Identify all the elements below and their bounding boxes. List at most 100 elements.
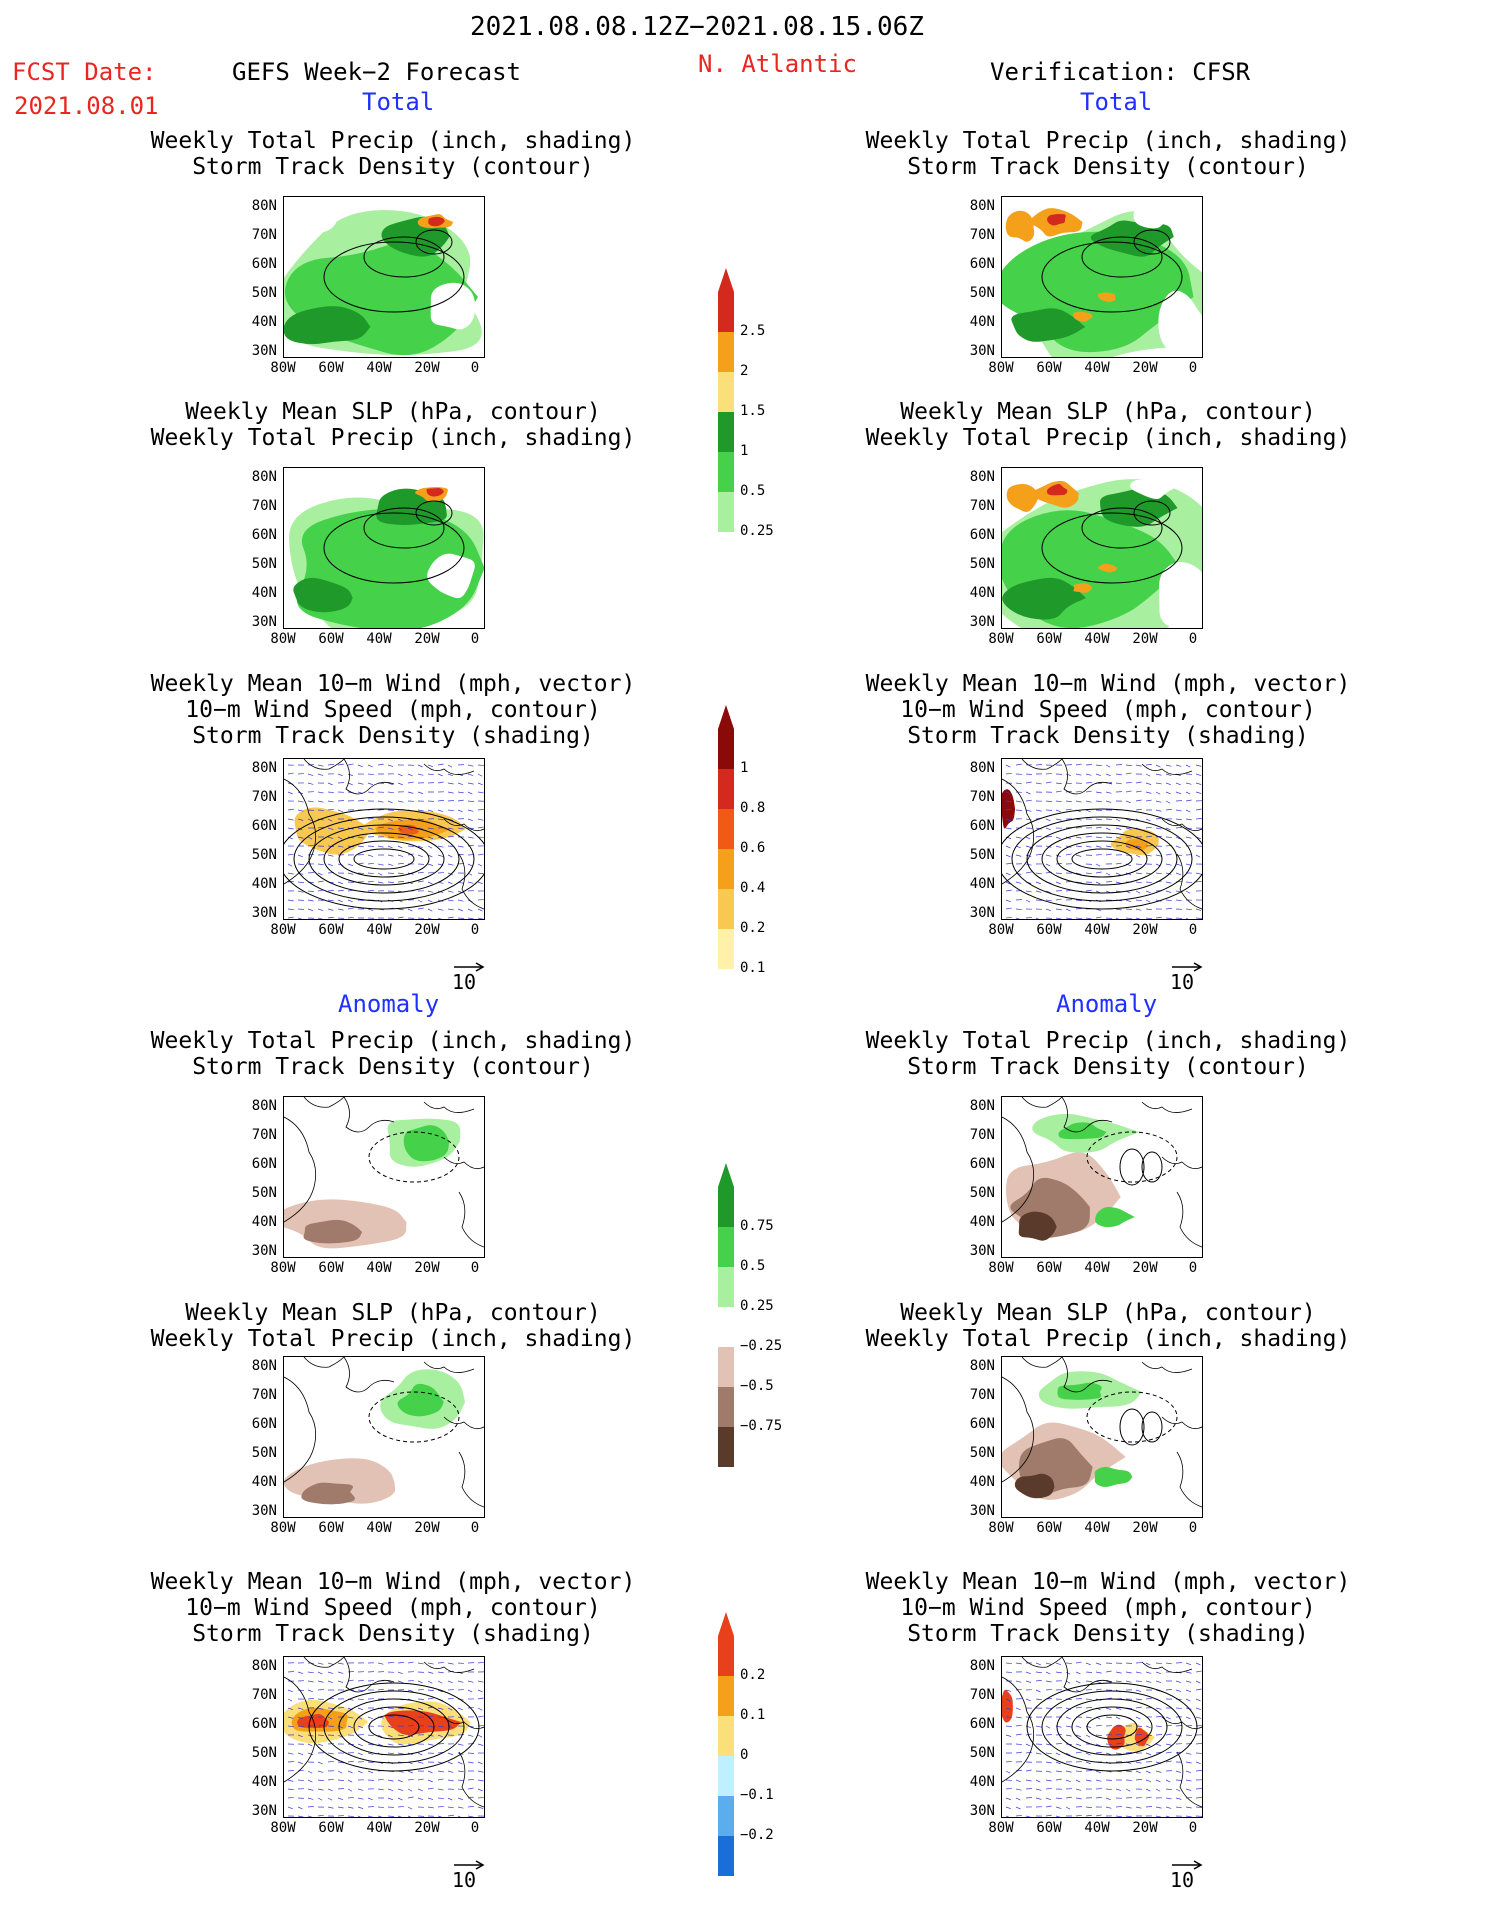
lon-tick-label: 60W xyxy=(1036,631,1062,647)
wind-vector xyxy=(1105,836,1112,838)
lat-tick-label: 50N xyxy=(251,1445,277,1461)
wind-vector xyxy=(1185,809,1191,813)
colorbar-label: 0.25 xyxy=(740,1298,774,1314)
colorbar-top-arrow xyxy=(718,268,734,292)
wind-vector xyxy=(1155,809,1162,812)
wind-vector xyxy=(337,827,344,830)
wind-vector xyxy=(1065,782,1072,785)
panel-title-line: 10−m Wind Speed (mph, contour) xyxy=(900,697,1316,723)
lon-tick-label: 40W xyxy=(366,922,392,938)
wind-vector xyxy=(457,1815,461,1817)
wind-vector xyxy=(337,881,343,885)
wind-vector xyxy=(467,881,474,884)
colorbar-segment xyxy=(718,849,734,889)
wind-vector xyxy=(1085,782,1092,784)
wind-vector xyxy=(477,782,483,786)
colorbar-top-arrow xyxy=(718,705,734,729)
forecast-title: GEFS Week−2 Forecast xyxy=(232,58,521,86)
wind-vector xyxy=(1155,1725,1162,1728)
wind-vector xyxy=(1125,1815,1132,1817)
wind-vector xyxy=(1045,800,1052,802)
wind-vector xyxy=(357,1743,363,1747)
wind-vector xyxy=(1015,800,1022,803)
wind-vector xyxy=(1145,1680,1152,1683)
wind-vector xyxy=(427,854,433,858)
wind-vector xyxy=(437,1815,443,1817)
wind-vector xyxy=(1015,1680,1022,1683)
lat-tick-label: 30N xyxy=(251,1503,277,1519)
colorbar-label: 2 xyxy=(740,363,749,379)
wind-vector xyxy=(307,782,314,785)
wind-vector xyxy=(457,1797,464,1801)
wind-vector xyxy=(1145,791,1152,794)
colorbar-segment xyxy=(718,1756,734,1796)
wind-vector xyxy=(337,773,343,777)
lat-tick-label: 60N xyxy=(251,818,277,834)
map-canvas xyxy=(1001,1356,1203,1518)
wind-vector xyxy=(327,1797,333,1801)
wind-vector xyxy=(417,827,424,830)
contour-line xyxy=(1133,500,1171,526)
wind-vector xyxy=(1135,845,1142,848)
wind-vector xyxy=(427,836,434,839)
contour-line xyxy=(1141,1411,1163,1443)
wind-vector xyxy=(287,1779,294,1782)
wind-vector xyxy=(1125,854,1132,856)
wind-vector xyxy=(337,1770,343,1774)
wind-vector xyxy=(447,854,453,858)
wind-vector xyxy=(1005,854,1011,858)
wind-vector xyxy=(407,791,414,794)
wind-vector xyxy=(1105,1788,1112,1791)
wind-vector xyxy=(287,1770,294,1772)
wind-vector xyxy=(367,1761,374,1763)
wind-vector xyxy=(1145,1725,1151,1729)
coastline xyxy=(1176,1751,1202,1808)
wind-vector xyxy=(1045,1689,1052,1691)
wind-vector xyxy=(1155,854,1162,857)
map-svg xyxy=(1002,759,1202,919)
wind-vector xyxy=(327,1662,334,1665)
lat-tick-label: 30N xyxy=(251,905,277,921)
wind-vector xyxy=(1195,880,1202,883)
colorbar-label: 0.1 xyxy=(740,960,766,976)
lon-tick-label: 60W xyxy=(318,1820,344,1836)
wind-vector xyxy=(1175,872,1181,876)
wind-vector xyxy=(1025,871,1032,874)
wind-vector xyxy=(407,845,414,847)
wind-vector xyxy=(1015,782,1022,785)
wind-vector xyxy=(1005,845,1011,849)
lat-tick-label: 60N xyxy=(969,527,995,543)
lon-tick-label: 0 xyxy=(470,922,480,938)
wind-vector xyxy=(1155,1707,1162,1710)
lon-tick-label: 0 xyxy=(470,360,480,376)
wind-vector xyxy=(1145,818,1151,822)
wind-vector xyxy=(357,1788,364,1791)
wind-vector xyxy=(1005,1806,1012,1810)
wind-vector xyxy=(1045,1761,1052,1764)
lat-tick-label: 80N xyxy=(251,198,277,214)
wind-vector xyxy=(387,1779,394,1782)
wind-vector xyxy=(1175,782,1181,786)
coastline xyxy=(1161,1416,1202,1430)
colorbar-segment xyxy=(718,889,734,929)
wind-vector xyxy=(1075,845,1082,848)
wind-vector xyxy=(427,1662,434,1665)
wind-vector xyxy=(407,1680,414,1682)
wind-vector xyxy=(1035,890,1042,893)
wind-vector xyxy=(387,872,394,874)
shading-blob xyxy=(428,216,445,227)
wind-vector xyxy=(1015,809,1022,811)
wind-vector xyxy=(427,908,433,912)
wind-vector xyxy=(1125,790,1132,793)
coastline xyxy=(1021,759,1063,770)
wind-vector xyxy=(307,1770,313,1774)
contour-line xyxy=(323,512,465,584)
wind-vector xyxy=(297,908,304,910)
coastline xyxy=(1002,1116,1035,1223)
wind-vector xyxy=(397,1797,403,1801)
lon-tick-label: 20W xyxy=(414,1820,440,1836)
wind-vector xyxy=(1105,1716,1112,1719)
lat-tick-label: 50N xyxy=(969,556,995,572)
wind-vector xyxy=(1135,1689,1142,1692)
map-svg xyxy=(284,1657,484,1817)
